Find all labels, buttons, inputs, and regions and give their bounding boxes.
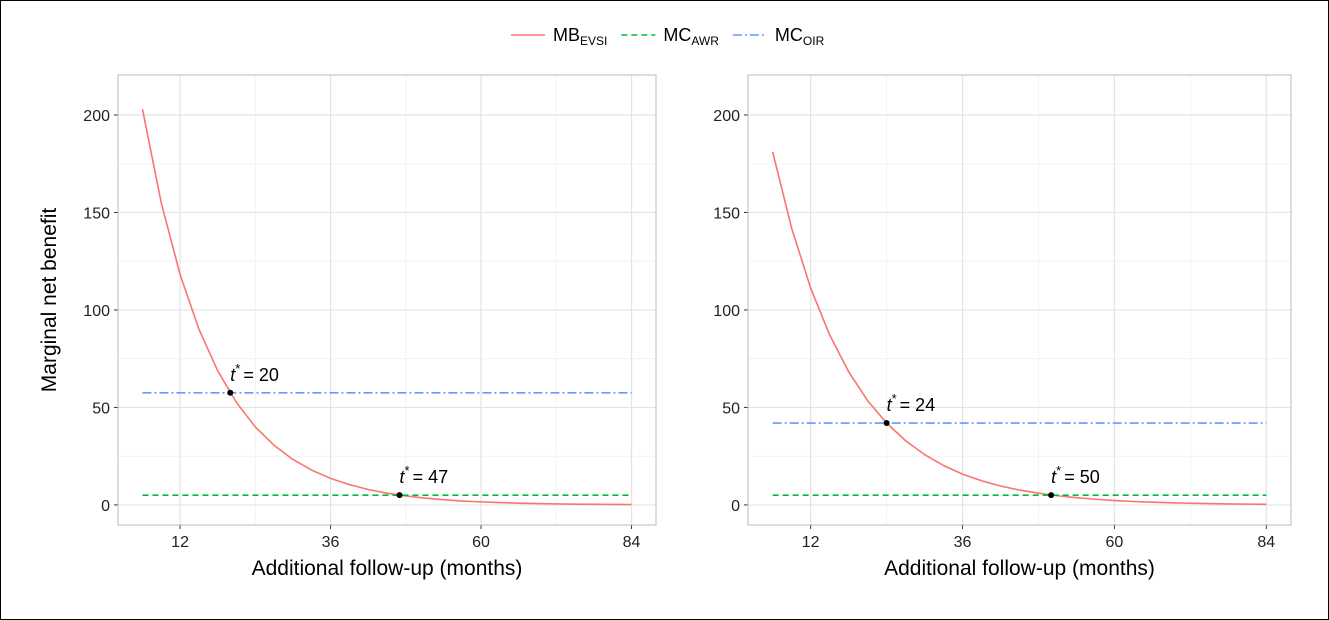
legend-label: MCAWR <box>663 25 719 48</box>
annotation-sup: * <box>1056 463 1061 478</box>
x-tick-label: 36 <box>954 534 972 551</box>
x-axis-title: Additional follow-up (months) <box>252 557 523 580</box>
legend-sub: OIR <box>803 34 825 48</box>
annotation-symbol: t <box>1051 467 1057 487</box>
series-line <box>771 151 1267 506</box>
annotation-sup: * <box>892 391 897 406</box>
y-axis-title: Marginal net benefit <box>38 208 61 393</box>
annotation-text: = 20 <box>243 365 279 385</box>
legend-name: MC <box>663 25 691 45</box>
y-tick-label: 150 <box>83 205 110 222</box>
annotation: t* = 47 <box>400 463 449 487</box>
y-tick-label: 0 <box>731 498 740 515</box>
annotation: t* = 50 <box>1051 463 1100 487</box>
y-tick-label: 100 <box>713 303 740 320</box>
annotation-symbol: t <box>230 365 236 385</box>
annotation: t* = 20 <box>230 361 279 385</box>
y-tick-label: 0 <box>101 498 110 515</box>
panel-border <box>747 74 1292 526</box>
series-line <box>141 108 632 506</box>
x-tick-label: 36 <box>322 534 340 551</box>
annotation-symbol: t <box>400 467 406 487</box>
x-tick-label: 12 <box>171 534 189 551</box>
legend-sub: AWR <box>691 34 719 48</box>
y-tick-label: 150 <box>713 205 740 222</box>
annotation-point <box>396 492 403 499</box>
y-tick-label: 50 <box>722 400 740 417</box>
y-tick-label: 200 <box>83 108 110 125</box>
x-tick-label: 60 <box>1106 534 1124 551</box>
legend-name: MC <box>775 25 803 45</box>
annotation-sup: * <box>235 361 240 376</box>
legend-sub: EVSI <box>580 34 607 48</box>
x-tick-label: 12 <box>802 534 820 551</box>
x-tick-label: 84 <box>623 534 641 551</box>
legend-label: MCOIR <box>775 25 825 48</box>
annotation: t* = 24 <box>887 391 936 415</box>
annotation-sup: * <box>405 463 410 478</box>
annotation-symbol: t <box>887 395 893 415</box>
annotation-point <box>227 389 234 396</box>
legend: MBEVSI MCAWR MCOIR <box>511 25 825 48</box>
x-tick-label: 60 <box>472 534 490 551</box>
x-axis-title: Additional follow-up (months) <box>884 557 1155 580</box>
legend-name: MB <box>553 25 580 45</box>
panel-border <box>117 74 657 526</box>
annotation-text: = 47 <box>413 467 449 487</box>
annotation-point <box>883 420 890 427</box>
x-tick-label: 84 <box>1257 534 1275 551</box>
legend-label: MBEVSI <box>553 25 607 48</box>
annotation-text: = 24 <box>900 395 936 415</box>
y-tick-label: 50 <box>92 400 110 417</box>
annotation-point <box>1048 492 1055 499</box>
y-tick-label: 100 <box>83 303 110 320</box>
y-tick-label: 200 <box>713 108 740 125</box>
annotation-text: = 50 <box>1064 467 1100 487</box>
